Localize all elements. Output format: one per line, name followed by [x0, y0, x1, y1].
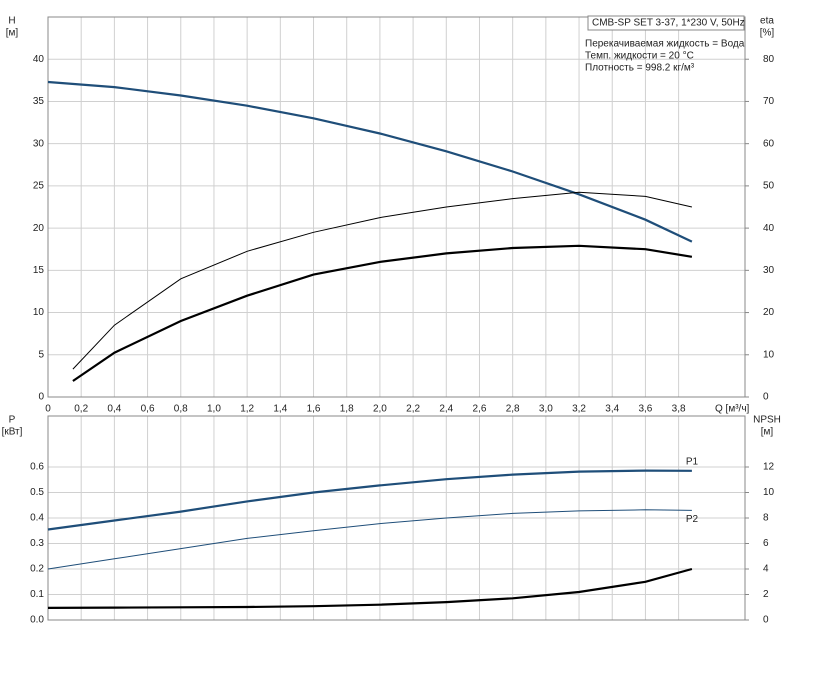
y-axis-unit: [м]	[6, 28, 19, 39]
y-tick-label: 35	[33, 96, 45, 107]
annotation: Темп. жидкости = 20 °C	[585, 51, 694, 62]
x-tick-label: 0,4	[107, 404, 121, 415]
y-tick-label: 0.0	[30, 615, 44, 626]
y2-axis-label: eta	[760, 16, 774, 27]
y2-tick-label: 10	[763, 487, 775, 498]
y-tick-label: 0.1	[30, 589, 44, 600]
y2-tick-label: 0	[763, 392, 769, 403]
x-tick-label: 1,2	[240, 404, 254, 415]
x-tick-label: 2,6	[473, 404, 487, 415]
series-line	[47, 469, 692, 531]
x-tick-label: 1,0	[207, 404, 221, 415]
y2-tick-label: 6	[763, 538, 769, 549]
plot-frame	[47, 16, 746, 398]
y-tick-label: 20	[33, 223, 45, 234]
x-tick-label: 2,0	[373, 404, 387, 415]
annotation: Плотность = 998.2 кг/м³	[585, 63, 695, 74]
series-line	[47, 567, 693, 609]
y2-axis-unit: [м]	[761, 427, 774, 438]
y-tick-label: 10	[33, 307, 45, 318]
y2-tick-label: 40	[763, 223, 775, 234]
x-tick-label: 0,2	[74, 404, 88, 415]
y-axis-unit: [кВт]	[2, 427, 23, 438]
y-tick-label: 15	[33, 265, 45, 276]
y2-tick-label: 0	[763, 615, 769, 626]
x-tick-label: 0,6	[141, 404, 155, 415]
x-tick-label: 3,8	[672, 404, 686, 415]
x-tick-label: 2,8	[506, 404, 520, 415]
x-tick-label: 3,4	[605, 404, 619, 415]
x-tick-label: 2,2	[406, 404, 420, 415]
y-axis-label: P	[9, 415, 16, 426]
y2-tick-label: 80	[763, 54, 775, 65]
y2-tick-label: 20	[763, 307, 775, 318]
y2-tick-label: 4	[763, 564, 769, 575]
y2-tick-label: 50	[763, 181, 775, 192]
y-tick-label: 40	[33, 54, 45, 65]
y-tick-label: 0.2	[30, 564, 44, 575]
y-tick-label: 5	[38, 349, 44, 360]
x-tick-label: 3,0	[539, 404, 553, 415]
chart-title: CMB-SP SET 3-37, 1*230 V, 50Hz	[592, 18, 745, 29]
plot-frame	[47, 415, 746, 621]
y2-tick-label: 30	[763, 265, 775, 276]
y2-tick-label: 8	[763, 513, 769, 524]
x-tick-label: 0,8	[174, 404, 188, 415]
y2-tick-label: 60	[763, 138, 775, 149]
y2-tick-label: 10	[763, 349, 775, 360]
y-tick-label: 0.3	[30, 538, 44, 549]
y2-axis-label: NPSH	[753, 415, 781, 426]
series-line	[72, 244, 693, 382]
y-tick-label: 25	[33, 181, 45, 192]
x-tick-label: 2,4	[439, 404, 453, 415]
y-axis-label: H	[8, 16, 15, 27]
x-axis-label: Q [м³/ч]	[715, 404, 750, 415]
x-tick-label: 1,4	[273, 404, 287, 415]
x-tick-label: 3,2	[572, 404, 586, 415]
series-label: P2	[686, 514, 699, 525]
title-box	[587, 15, 745, 31]
y2-tick-label: 12	[763, 462, 775, 473]
y2-axis-unit: [%]	[760, 28, 775, 39]
series-line	[72, 191, 693, 370]
y-tick-label: 0.5	[30, 487, 44, 498]
x-tick-label: 3,6	[638, 404, 652, 415]
y-tick-label: 0.4	[30, 513, 44, 524]
y2-tick-label: 70	[763, 96, 775, 107]
y-tick-label: 0.6	[30, 462, 44, 473]
annotation: Перекачиваемая жидкость = Вода	[585, 39, 745, 50]
y-tick-label: 30	[33, 138, 45, 149]
series-label: P1	[686, 456, 699, 467]
series-line	[47, 509, 692, 570]
x-tick-label: 0	[45, 404, 51, 415]
x-tick-label: 1,8	[340, 404, 354, 415]
y2-tick-label: 2	[763, 589, 769, 600]
series-line	[47, 80, 693, 243]
x-tick-label: 1,6	[307, 404, 321, 415]
y-tick-label: 0	[38, 392, 44, 403]
